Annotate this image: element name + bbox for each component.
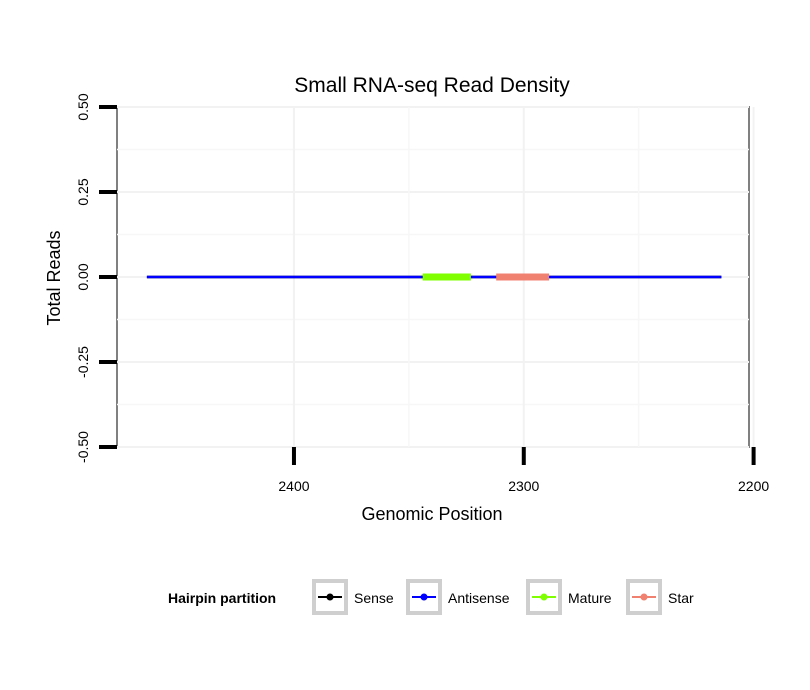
legend-item-star: Star xyxy=(626,579,694,615)
legend-key-point xyxy=(326,593,334,601)
y-tick-label: -0.25 xyxy=(75,346,91,378)
legend-label: Antisense xyxy=(448,590,510,606)
legend-key-point xyxy=(640,593,648,601)
y-tick-label: 0.50 xyxy=(75,93,91,120)
x-axis-title: Genomic Position xyxy=(361,504,502,524)
chart-title: Small RNA-seq Read Density xyxy=(294,74,570,97)
y-tick-label: 0.00 xyxy=(75,263,91,290)
legend-label: Star xyxy=(668,590,694,606)
legend-item-antisense: Antisense xyxy=(406,579,510,615)
legend-label: Sense xyxy=(354,590,394,606)
x-tick-label: 2300 xyxy=(508,478,539,494)
x-tick-label: 2400 xyxy=(278,478,309,494)
axes: -0.50 -0.25 0.00 0.25 0.50 2400 2300 2200 xyxy=(75,93,769,494)
x-tick-label: 2200 xyxy=(738,478,769,494)
y-tick-label: -0.50 xyxy=(75,431,91,463)
legend-key-point xyxy=(540,593,548,601)
legend-item-mature: Mature xyxy=(526,579,612,615)
legend-label: Mature xyxy=(568,590,612,606)
legend: Hairpin partition Sense Antisense Mature St… xyxy=(168,579,694,615)
y-tick-label: 0.25 xyxy=(75,178,91,205)
y-axis-title: Total Reads xyxy=(44,230,64,325)
legend-items: Sense Antisense Mature Star xyxy=(312,579,694,615)
legend-item-sense: Sense xyxy=(312,579,394,615)
legend-title: Hairpin partition xyxy=(168,590,276,606)
legend-key-point xyxy=(420,593,428,601)
